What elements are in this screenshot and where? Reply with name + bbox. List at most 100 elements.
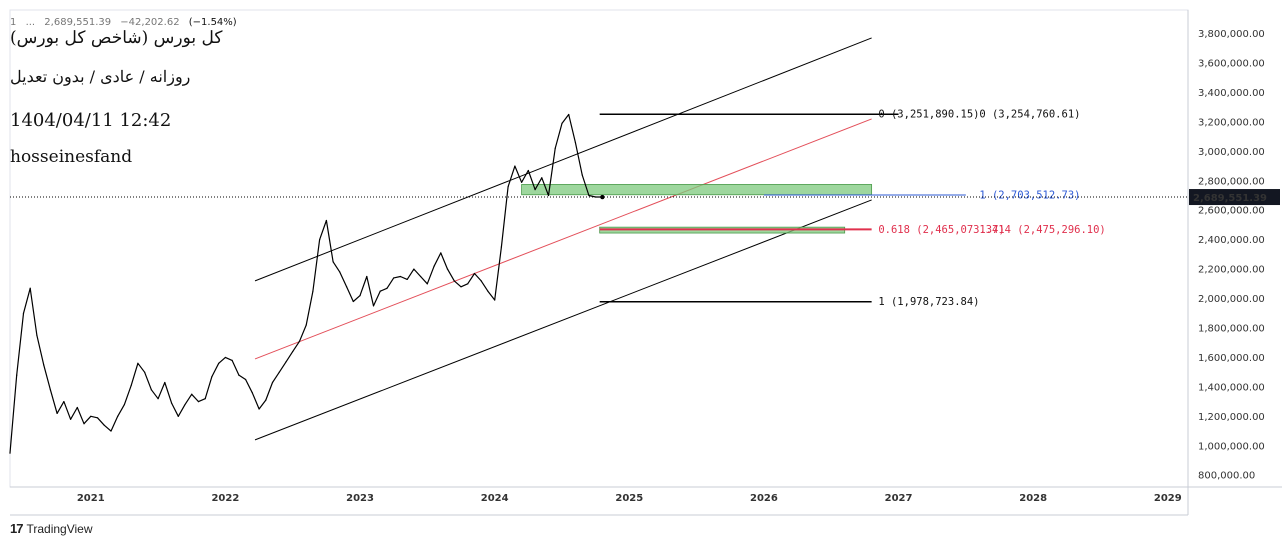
header-symbol: 1 — [10, 17, 17, 28]
price-point — [527, 169, 529, 172]
price-point — [500, 246, 502, 248]
price-point — [574, 141, 577, 144]
tradingview-footer[interactable]: 17 TradingView — [10, 521, 93, 536]
x-tick-label: 2023 — [346, 493, 374, 504]
price-point — [170, 402, 173, 404]
header-change-pct: (−1.54%) — [188, 17, 237, 28]
price-point — [547, 194, 550, 197]
last-price-tag: 2,689,551.39 — [1193, 193, 1267, 204]
y-tick-label: 3,000,000.00 — [1198, 147, 1265, 158]
y-tick-label: 800,000.00 — [1198, 471, 1255, 482]
price-point — [285, 361, 287, 363]
y-tick-label: 2,000,000.00 — [1198, 294, 1265, 305]
price-point — [345, 286, 348, 288]
price-point — [144, 371, 146, 373]
price-point — [541, 177, 543, 179]
channel-line-upper — [254, 37, 872, 282]
price-point — [292, 350, 294, 353]
y-tick-label: 2,400,000.00 — [1198, 235, 1265, 246]
header-change: −42,202.62 — [120, 17, 180, 28]
plot-frame — [9, 9, 1189, 488]
price-point — [184, 403, 186, 406]
price-point — [137, 362, 139, 364]
price-point — [211, 375, 213, 378]
price-point — [278, 371, 280, 373]
last-price-tag-bg — [1189, 189, 1280, 206]
price-point — [271, 381, 274, 384]
price-point — [406, 278, 408, 281]
price-point — [561, 122, 563, 124]
x-tick-label: 2029 — [1154, 493, 1182, 504]
price-point — [22, 312, 25, 314]
x-tick-label: 2024 — [481, 493, 509, 504]
price-point — [103, 424, 105, 426]
price-point — [110, 430, 112, 432]
chart-subtitle: روزانه / عادی / بدون تعدیل — [10, 67, 191, 86]
price-point — [197, 401, 200, 403]
price-point — [298, 340, 301, 342]
y-tick-label: 3,200,000.00 — [1198, 117, 1265, 128]
price-point — [453, 280, 455, 282]
chart-author: hosseinesfand — [10, 147, 133, 167]
price-point — [83, 423, 85, 425]
price-point — [386, 287, 388, 289]
price-point — [467, 283, 469, 285]
price-point — [379, 290, 381, 292]
price-point — [433, 265, 435, 267]
price-point — [332, 261, 334, 263]
price-point — [399, 275, 402, 278]
x-tick-label: 2026 — [750, 493, 778, 504]
y-tick-label: 2,800,000.00 — [1198, 176, 1265, 187]
x-tick-label: 2021 — [77, 493, 105, 504]
chart-datetime: 1404/04/11 12:42 — [10, 110, 172, 131]
y-tick-label: 1,200,000.00 — [1198, 412, 1265, 423]
price-point — [265, 399, 267, 401]
chart-title: کل بورس (شاخص کل بورس) — [10, 28, 223, 48]
price-point — [420, 275, 422, 278]
price-point — [76, 406, 78, 409]
price-point — [123, 403, 126, 406]
price-point — [473, 272, 476, 275]
x-tick-label: 2027 — [885, 493, 913, 504]
price-point — [446, 268, 449, 270]
price-point — [251, 392, 253, 394]
price-point — [581, 174, 583, 176]
price-point — [130, 384, 132, 387]
price-point — [224, 356, 227, 359]
y-tick-label: 1,400,000.00 — [1198, 382, 1265, 393]
price-point — [352, 300, 354, 303]
fib-label-top-left: 0 (3,251,890.15) — [878, 109, 979, 121]
price-point — [43, 364, 45, 366]
price-point — [514, 165, 516, 167]
header-currency: ... — [25, 17, 36, 28]
price-point — [69, 418, 72, 420]
y-tick-label: 1,800,000.00 — [1198, 324, 1265, 335]
price-point — [568, 113, 570, 116]
price-point — [325, 219, 327, 222]
price-point — [520, 181, 523, 183]
price-point — [554, 147, 556, 149]
x-tick-label: 2028 — [1019, 493, 1047, 504]
price-point — [36, 334, 38, 336]
x-tick-label: 2022 — [211, 493, 239, 504]
price-point — [372, 305, 375, 307]
tradingview-brand: TradingView — [26, 521, 93, 536]
price-point — [56, 412, 58, 414]
price-point — [177, 415, 179, 417]
price-point — [460, 286, 462, 288]
y-tick-label: 1,600,000.00 — [1198, 353, 1265, 364]
price-point — [63, 401, 65, 403]
fib-label-red-left: 0.618 (2,465,073.37) — [878, 224, 1004, 236]
y-tick-label: 1,000,000.00 — [1198, 441, 1265, 452]
fib-label-bottom: 1 (1,978,723.84) — [878, 296, 979, 308]
price-point — [96, 417, 99, 419]
price-point — [487, 290, 489, 292]
y-tick-label: 3,800,000.00 — [1198, 29, 1265, 40]
y-tick-label: 3,400,000.00 — [1198, 88, 1265, 99]
price-point — [319, 239, 321, 241]
price-point — [49, 389, 51, 391]
y-tick-label: 2,600,000.00 — [1198, 206, 1265, 217]
price-point — [218, 362, 220, 364]
